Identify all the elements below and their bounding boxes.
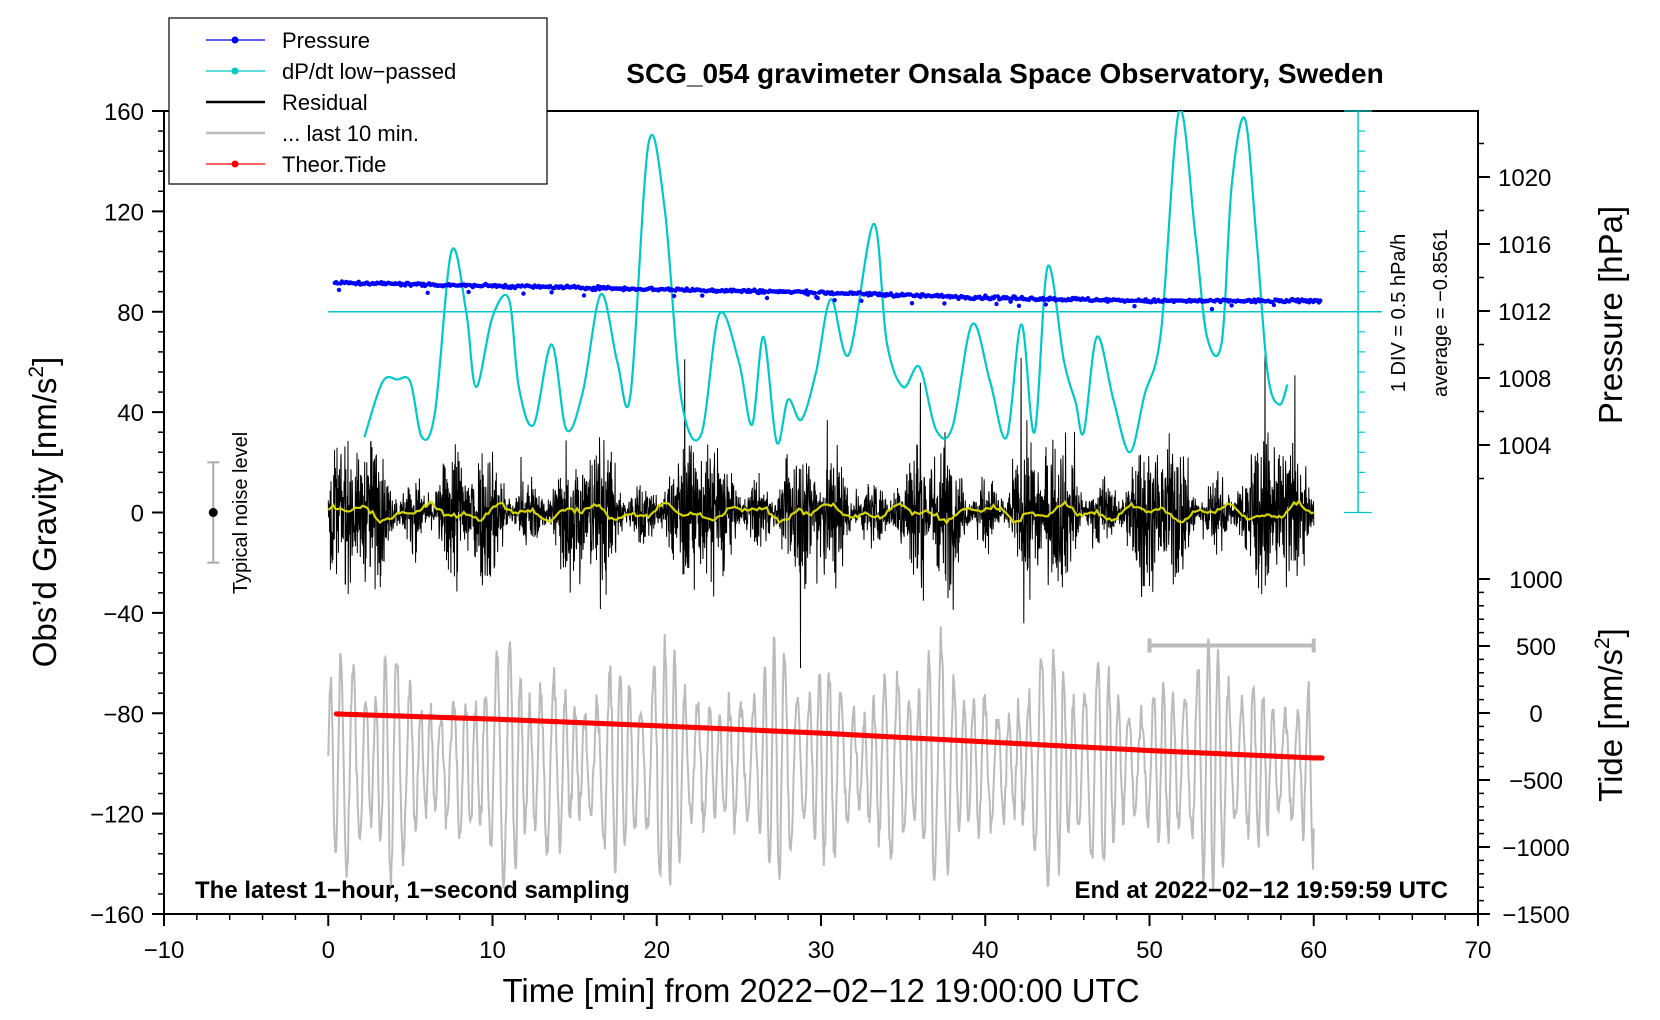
x-tick-label: 0 [322, 937, 335, 964]
legend-swatch-marker [231, 67, 239, 75]
y-axis-label-main: Obs’d Gravity [nm/s [26, 378, 63, 668]
pressure-point [549, 290, 554, 295]
y-tick-label: −80 [103, 701, 144, 728]
pressure-tick-label: 1012 [1498, 299, 1551, 326]
x-tick-label: 10 [479, 937, 506, 964]
noise-label: Typical noise level [230, 432, 252, 594]
pressure-point [1132, 304, 1137, 309]
tide-tick-label: −1000 [1502, 835, 1569, 862]
legend: Pressure dP/dt low−passed Residual ... last… [168, 17, 548, 185]
pressure-point [812, 290, 818, 296]
x-axis-ticks: −10 0 10 20 30 40 50 60 70 [144, 914, 1492, 964]
pressure-point [1271, 302, 1277, 308]
legend-swatch-marker [231, 160, 239, 168]
legend-label: ... last 10 min. [282, 121, 419, 146]
tide-tick-label: −500 [1509, 768, 1563, 795]
legend-label: dP/dt low−passed [282, 59, 456, 84]
pressure-point [425, 290, 430, 295]
noise-level-bar [207, 461, 220, 564]
pressure-point [909, 301, 915, 306]
noise-bar-center [208, 508, 218, 517]
tide-axis-label-main: Tide [nm/s [1592, 649, 1629, 802]
y-tick-label: 160 [104, 99, 144, 126]
pressure-point [1318, 298, 1323, 303]
residual-smoothed-line [327, 498, 1315, 526]
tide-axis-ticks: −1500 −1000 −500 0 500 1000 [1478, 567, 1570, 929]
x-tick-label: 50 [1136, 937, 1163, 964]
pressure-point [859, 298, 864, 303]
pressure-tick-label: 1020 [1498, 165, 1551, 192]
tide-tick-label: 1000 [1509, 567, 1562, 594]
tide-axis-label-sup: 2 [1591, 637, 1614, 649]
y-axis-ticks: −160 −120 −80 −40 0 40 80 120 160 [90, 99, 164, 929]
theor-tide-series [333, 711, 1325, 761]
y-axis-label-sup: 2 [25, 366, 48, 378]
legend-label: Residual [282, 90, 368, 115]
pressure-point [581, 293, 587, 298]
y-axis-label: Obs’d Gravity [nm/s2] [25, 357, 63, 668]
y-tick-label: 0 [131, 501, 144, 528]
y-axis-label-close: ] [26, 357, 63, 366]
y-tick-label: −160 [90, 902, 144, 929]
dpdt-division-scale [1344, 110, 1373, 514]
x-tick-label: 30 [808, 937, 835, 964]
pressure-axis-label: Pressure [hPa] [1592, 206, 1629, 424]
pressure-point [994, 301, 999, 307]
y-tick-label: 40 [117, 400, 144, 427]
pressure-point [764, 295, 770, 301]
legend-swatch-marker [231, 36, 239, 44]
x-tick-label: 20 [643, 937, 670, 964]
x-tick-label: −10 [144, 937, 185, 964]
x-tick-label: 40 [972, 937, 999, 964]
tide-tick-label: 500 [1516, 634, 1556, 661]
y-tick-label: 80 [117, 300, 144, 327]
pressure-series [332, 279, 1323, 312]
tide-tick-label: −1500 [1502, 902, 1569, 929]
pressure-point [1229, 303, 1234, 308]
pressure-point [336, 287, 342, 293]
pressure-point [815, 295, 820, 301]
pressure-tick-label: 1004 [1498, 433, 1551, 460]
y-tick-label: −120 [90, 802, 144, 829]
pressure-point [466, 289, 471, 295]
y-tick-label: 120 [104, 199, 144, 226]
pressure-axis-ticks: 1004 1008 1012 1016 1020 [1478, 142, 1551, 480]
pressure-point [942, 301, 947, 306]
pressure-tick-label: 1016 [1498, 232, 1551, 259]
pressure-tick-label: 1008 [1498, 366, 1551, 393]
x-tick-label: 70 [1465, 937, 1492, 964]
dpdt-series [363, 111, 1289, 454]
pressure-point [700, 293, 705, 298]
legend-label: Pressure [282, 28, 370, 53]
tide-point [1319, 755, 1325, 761]
bottom-left-annotation: The latest 1−hour, 1−second sampling [195, 877, 630, 904]
pressure-point [832, 298, 837, 303]
pressure-point [521, 291, 526, 296]
x-tick-label: 60 [1300, 937, 1327, 964]
residual-smoothed-series [327, 498, 1315, 526]
pressure-point [1016, 303, 1022, 308]
pressure-point [671, 293, 677, 299]
chart-title: SCG_054 gravimeter Onsala Space Observat… [626, 58, 1383, 89]
dpdt-line [363, 111, 1289, 454]
bottom-right-annotation: End at 2022−02−12 19:59:59 UTC [1074, 877, 1448, 904]
legend-entries: Pressure dP/dt low−passed Residual ... last… [206, 28, 456, 177]
tide-tick-label: 0 [1529, 701, 1542, 728]
pressure-point [1209, 306, 1215, 312]
y-tick-label: −40 [103, 601, 144, 628]
tide-axis-label-close: ] [1592, 628, 1629, 637]
residual-line [327, 348, 1315, 669]
pressure-point [1043, 302, 1049, 307]
x-axis-label: Time [min] from 2022−02−12 19:00:00 UTC [502, 972, 1139, 1009]
last-10-min-series [327, 626, 1315, 892]
legend-label: Theor.Tide [282, 152, 386, 177]
div-label: 1 DIV = 0.5 hPa/h [1388, 234, 1410, 392]
residual-series [327, 348, 1315, 669]
last-10-min-bracket [1147, 638, 1316, 653]
average-label: average = −0.8561 [1430, 229, 1452, 397]
tide-axis-label: Tide [nm/s2] [1591, 628, 1629, 802]
last-10-min-line [327, 626, 1315, 892]
